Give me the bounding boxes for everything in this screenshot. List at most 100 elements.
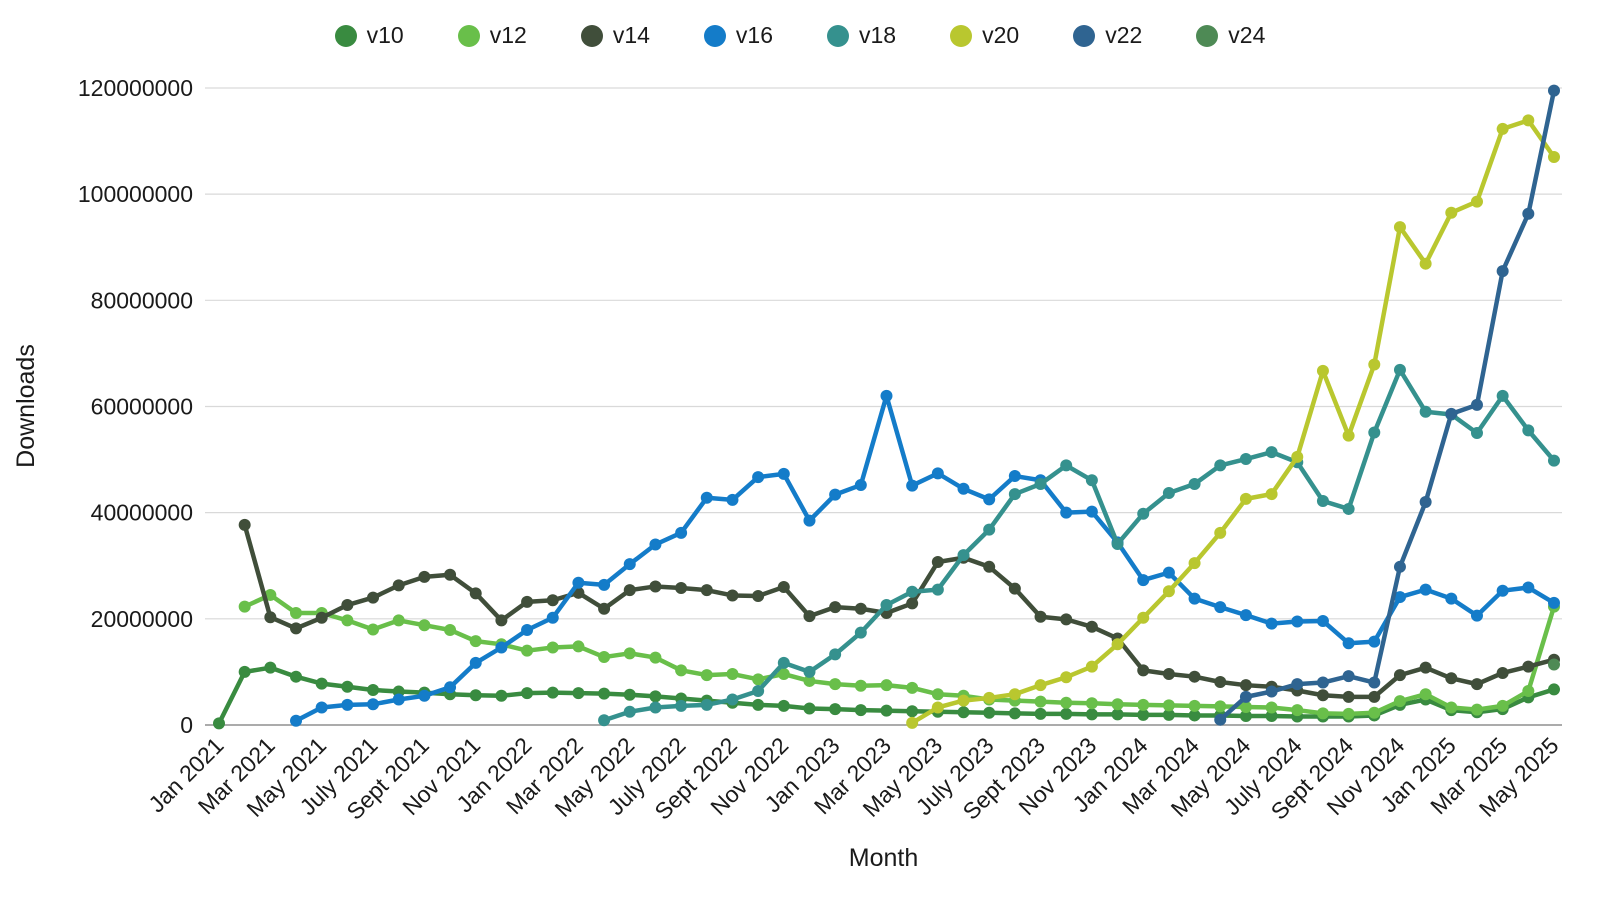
data-point-v14[interactable] — [1239, 679, 1252, 692]
data-point-v10[interactable] — [315, 677, 328, 690]
data-point-v14[interactable] — [983, 560, 996, 573]
data-point-v16[interactable] — [572, 576, 585, 589]
data-point-v12[interactable] — [264, 588, 277, 601]
data-point-v16[interactable] — [1188, 592, 1201, 605]
data-point-v18[interactable] — [1085, 474, 1098, 487]
data-point-v12[interactable] — [1496, 699, 1509, 712]
data-point-v14[interactable] — [1316, 689, 1329, 702]
data-point-v10[interactable] — [546, 686, 559, 699]
data-point-v18[interactable] — [777, 656, 790, 669]
data-point-v20[interactable] — [1137, 611, 1150, 624]
data-point-v12[interactable] — [931, 688, 944, 701]
data-point-v10[interactable] — [1188, 709, 1201, 722]
data-point-v12[interactable] — [623, 647, 636, 660]
data-point-v16[interactable] — [1008, 470, 1021, 483]
data-point-v14[interactable] — [1085, 620, 1098, 633]
data-point-v12[interactable] — [1445, 701, 1458, 714]
data-point-v12[interactable] — [392, 614, 405, 627]
data-point-v10[interactable] — [854, 704, 867, 717]
data-point-v16[interactable] — [906, 479, 919, 492]
data-point-v16[interactable] — [880, 389, 893, 402]
data-point-v16[interactable] — [1137, 574, 1150, 587]
data-point-v22[interactable] — [1470, 398, 1483, 411]
data-point-v10[interactable] — [1008, 707, 1021, 720]
data-point-v20[interactable] — [1419, 257, 1432, 270]
data-point-v14[interactable] — [700, 584, 713, 597]
data-point-v10[interactable] — [829, 703, 842, 716]
data-point-v20[interactable] — [1496, 122, 1509, 135]
data-point-v12[interactable] — [649, 651, 662, 664]
data-point-v22[interactable] — [1547, 84, 1560, 97]
data-point-v12[interactable] — [1342, 707, 1355, 720]
data-point-v10[interactable] — [752, 698, 765, 711]
data-point-v14[interactable] — [906, 597, 919, 610]
data-point-v22[interactable] — [1393, 560, 1406, 573]
data-point-v24[interactable] — [1547, 658, 1560, 671]
data-point-v18[interactable] — [1419, 405, 1432, 418]
data-point-v12[interactable] — [1368, 706, 1381, 719]
data-point-v12[interactable] — [1470, 703, 1483, 716]
data-point-v16[interactable] — [392, 693, 405, 706]
series-line-v16[interactable] — [290, 389, 1560, 727]
data-point-v20[interactable] — [1342, 429, 1355, 442]
data-point-v14[interactable] — [1137, 664, 1150, 677]
data-point-v16[interactable] — [726, 493, 739, 506]
data-point-v16[interactable] — [803, 514, 816, 527]
series-line-v20[interactable] — [906, 114, 1560, 729]
data-point-v16[interactable] — [495, 641, 508, 654]
data-point-v14[interactable] — [418, 570, 431, 583]
data-point-v10[interactable] — [906, 705, 919, 718]
data-point-v10[interactable] — [238, 665, 251, 678]
data-point-v12[interactable] — [1265, 701, 1278, 714]
data-point-v14[interactable] — [315, 611, 328, 624]
data-point-v18[interactable] — [1368, 426, 1381, 439]
series-line-v22[interactable] — [1214, 84, 1560, 726]
data-point-v16[interactable] — [1547, 596, 1560, 609]
data-point-v12[interactable] — [1162, 699, 1175, 712]
data-point-v10[interactable] — [1239, 709, 1252, 722]
data-point-v12[interactable] — [880, 679, 893, 692]
data-point-v12[interactable] — [1522, 685, 1535, 698]
data-point-v14[interactable] — [1008, 582, 1021, 595]
data-point-v18[interactable] — [906, 585, 919, 598]
data-point-v16[interactable] — [1060, 506, 1073, 519]
data-point-v14[interactable] — [1214, 676, 1227, 689]
data-point-v20[interactable] — [957, 694, 970, 707]
data-point-v18[interactable] — [854, 626, 867, 639]
data-point-v12[interactable] — [1085, 697, 1098, 710]
data-point-v10[interactable] — [1265, 709, 1278, 722]
data-point-v14[interactable] — [1188, 670, 1201, 683]
data-point-v20[interactable] — [1239, 492, 1252, 505]
data-point-v14[interactable] — [495, 614, 508, 627]
data-point-v18[interactable] — [752, 685, 765, 698]
data-point-v20[interactable] — [1316, 364, 1329, 377]
data-point-v18[interactable] — [803, 665, 816, 678]
data-point-v18[interactable] — [983, 523, 996, 536]
data-point-v18[interactable] — [880, 599, 893, 612]
data-point-v10[interactable] — [957, 706, 970, 719]
data-point-v22[interactable] — [1342, 670, 1355, 683]
data-point-v14[interactable] — [1342, 690, 1355, 703]
data-point-v16[interactable] — [1265, 617, 1278, 630]
data-point-v18[interactable] — [1265, 446, 1278, 459]
data-point-v10[interactable] — [598, 687, 611, 700]
data-point-v22[interactable] — [1368, 676, 1381, 689]
data-point-v22[interactable] — [1265, 685, 1278, 698]
data-point-v10[interactable] — [572, 687, 585, 700]
data-point-v20[interactable] — [1214, 526, 1227, 539]
data-point-v16[interactable] — [1496, 584, 1509, 597]
data-point-v10[interactable] — [803, 702, 816, 715]
data-point-v20[interactable] — [1522, 114, 1535, 127]
data-point-v18[interactable] — [1522, 424, 1535, 437]
data-point-v10[interactable] — [264, 661, 277, 674]
data-point-v14[interactable] — [1470, 678, 1483, 691]
data-point-v16[interactable] — [1419, 583, 1432, 596]
data-point-v12[interactable] — [367, 623, 380, 636]
data-point-v12[interactable] — [829, 678, 842, 691]
data-point-v12[interactable] — [1111, 698, 1124, 711]
data-point-v14[interactable] — [521, 595, 534, 608]
data-point-v12[interactable] — [700, 669, 713, 682]
data-point-v18[interactable] — [957, 549, 970, 562]
data-point-v14[interactable] — [290, 622, 303, 635]
data-point-v16[interactable] — [315, 701, 328, 714]
